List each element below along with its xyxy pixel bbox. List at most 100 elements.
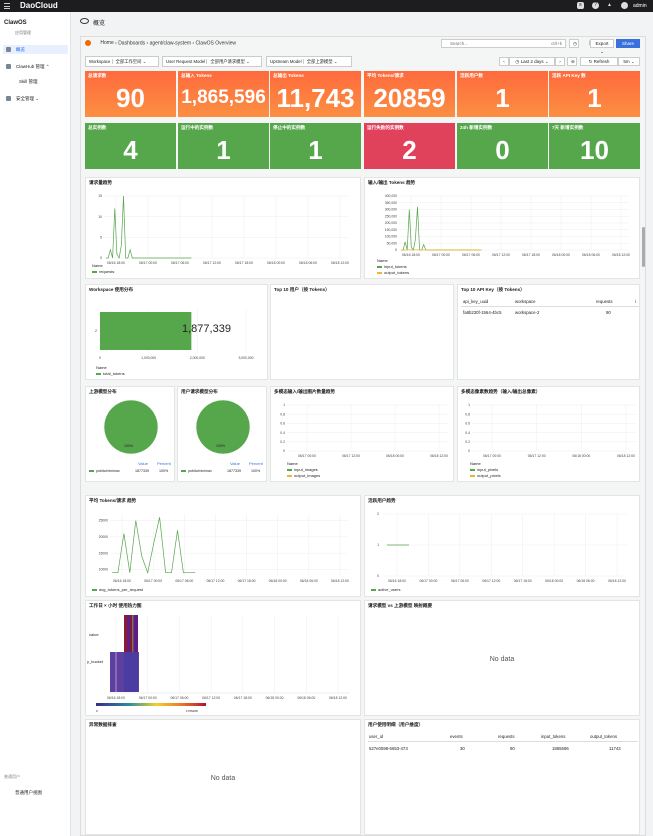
bar-workspace[interactable]: [100, 312, 192, 350]
nav-clawhub[interactable]: ClawHub 管理 ⌃: [3, 62, 68, 71]
panel-heatmap: 工作日 × 小时 使用热力图 06/16 18:00 06/17 00:00 06/…: [85, 600, 361, 716]
legend-item[interactable]: output_pixels: [470, 473, 501, 478]
nav-skill[interactable]: Skill 管理: [3, 77, 68, 86]
col-header[interactable]: api_key_uuid: [463, 299, 489, 304]
user-name[interactable]: admin: [633, 3, 647, 9]
legend-item[interactable]: avg_tokens_per_request: [92, 587, 143, 592]
var-user-request-model[interactable]: User Request Model 全部用户请求模型 ⌄: [162, 56, 262, 67]
user-icon[interactable]: [621, 2, 628, 9]
zoom-out-icon[interactable]: ⊖: [567, 57, 577, 66]
mm-pixels-chart: 0 0.2 0.4 0.6 0.8 1 06/17 00:00 06/17 12:00 06/1…: [465, 403, 636, 458]
stat-title: 总输入 Tokens: [181, 73, 212, 78]
panel-title: 多模态像素数趋势（输入/输出总像素）: [461, 389, 541, 394]
bell-icon[interactable]: ▲: [607, 2, 612, 8]
pie-slice[interactable]: [195, 399, 251, 455]
menu-icon[interactable]: [4, 3, 10, 9]
col-header[interactable]: workspace: [515, 299, 536, 304]
panel-title: Top 10 API Key（按 Tokens）: [461, 287, 525, 292]
history-icon[interactable]: ◷: [569, 39, 579, 48]
var-value: 全部工作空间: [111, 59, 142, 64]
y-tick-label: 2: [377, 512, 379, 516]
crumb-folder[interactable]: agent/claw-system: [149, 40, 192, 47]
panel-title: 上游模型分布: [89, 389, 117, 394]
col-header[interactable]: input_tokens: [541, 734, 566, 739]
heatmap-cell: [127, 615, 130, 652]
panel-top-users: Top 10 用户（按 Tokens）: [270, 284, 454, 380]
panel-title: 请求量趋势: [89, 180, 112, 185]
legend-item[interactable]: public/minimax: [181, 469, 212, 473]
legend-item[interactable]: active_users: [371, 587, 400, 592]
x-tick-label: 06/16 18:00: [107, 261, 125, 265]
x-tick-label: 06/17 12:00: [482, 579, 500, 583]
var-upstream-model[interactable]: Upstream Model 全部上游模型 ⌄: [266, 56, 352, 67]
legend-item[interactable]: output_tokens: [377, 270, 409, 275]
time-range-picker[interactable]: ◷ Last 2 days ⌄: [509, 57, 555, 66]
x-tick-label: 06/18 06:00: [577, 579, 595, 583]
stat-tile: 停止中的实例数 1: [270, 123, 361, 169]
col-header[interactable]: events: [450, 734, 463, 739]
x-tick-label: 06/17 06:00: [171, 261, 189, 265]
scrollbar[interactable]: [642, 227, 645, 267]
stat-value: 10: [580, 135, 609, 165]
y-tick-label: 0.6: [280, 422, 285, 426]
time-back-button[interactable]: ‹: [499, 57, 509, 66]
col-header[interactable]: requests: [498, 734, 515, 739]
search-input[interactable]: Search... ctrl+k: [441, 39, 566, 48]
panel-title: 工作日 × 小时 使用热力图: [89, 603, 142, 608]
share-button[interactable]: Share ⌄: [616, 39, 640, 54]
scale-max: 1765208: [186, 709, 198, 713]
table-cell: 90: [606, 310, 611, 315]
y-tick-label: 250,000: [385, 214, 397, 218]
panel-anomaly: 异常数据排查 No data: [85, 719, 361, 835]
y-tick-label: 200,000: [385, 221, 397, 225]
legend-value: 1877339: [135, 469, 149, 473]
crumb-dashboards[interactable]: Dashboards: [118, 40, 146, 47]
stat-tile: 活跃用户数 1: [457, 71, 548, 117]
time-forward-button[interactable]: ›: [555, 57, 565, 66]
x-tick-label: 06/17 00:00: [144, 579, 162, 583]
stat-title: 运行失败的实例数: [367, 125, 404, 130]
legend-item[interactable]: input_pixels: [470, 467, 498, 472]
export-button[interactable]: Export ⌄: [590, 39, 614, 54]
no-data-text: No data: [489, 656, 515, 663]
x-tick-label: 3,000,000: [238, 356, 253, 360]
legend-item[interactable]: output_images: [287, 473, 320, 478]
pie-slice[interactable]: [103, 399, 159, 455]
divider: [461, 306, 639, 307]
help-icon[interactable]: ?: [592, 2, 599, 9]
y-tick-label: 25000: [99, 519, 109, 523]
col-header[interactable]: output_tokens: [590, 734, 617, 739]
legend-col[interactable]: Value: [230, 461, 240, 466]
col-header[interactable]: i: [635, 299, 636, 304]
chat-icon[interactable]: ≡: [577, 2, 584, 9]
crumb-home[interactable]: Home: [100, 40, 114, 47]
stat-title: 7天 新增实例数: [552, 125, 584, 130]
pie-label: 100%: [216, 444, 225, 448]
x-tick-label: 06/17 00:00: [298, 454, 316, 458]
nav-overview[interactable]: 概览: [3, 45, 68, 54]
y-tick-label: 300,000: [385, 208, 397, 212]
refresh-button[interactable]: ↻ Refresh: [580, 57, 618, 66]
panel-tokens-trend: 输入/输出 Tokens 趋势 0 50,000 100,000 150,000 200…: [364, 177, 640, 279]
legend-item[interactable]: total_tokens: [96, 371, 125, 376]
stat-tile: 总实例数 4: [85, 123, 176, 169]
col-header[interactable]: requests: [596, 299, 613, 304]
legend-col[interactable]: Percent: [157, 461, 171, 466]
user-view-link[interactable]: 普通用户视图: [15, 790, 42, 795]
var-workspace[interactable]: Workspace 全部工作空间 ⌄: [85, 56, 159, 67]
stat-title: 活跃用户数: [460, 73, 483, 78]
legend-col[interactable]: Percent: [249, 461, 263, 466]
legend-item[interactable]: requests: [92, 269, 114, 274]
y-tick-label: 0.8: [280, 412, 285, 416]
refresh-interval[interactable]: 5m ⌄: [618, 57, 640, 66]
x-tick-label: 06/18 12:00: [331, 579, 349, 583]
legend-item[interactable]: public/minimax: [89, 469, 120, 473]
nav-security[interactable]: 安全管理 ⌄: [3, 94, 68, 103]
x-tick-label: 06/17 18:00: [234, 696, 252, 700]
col-header[interactable]: user_id: [369, 734, 384, 739]
legend-item[interactable]: input_tokens: [377, 264, 407, 269]
legend-item[interactable]: input_images: [287, 467, 318, 472]
legend-percent: 100%: [159, 469, 169, 473]
series-line-requests: [106, 195, 192, 260]
legend-col[interactable]: Value: [138, 461, 148, 466]
